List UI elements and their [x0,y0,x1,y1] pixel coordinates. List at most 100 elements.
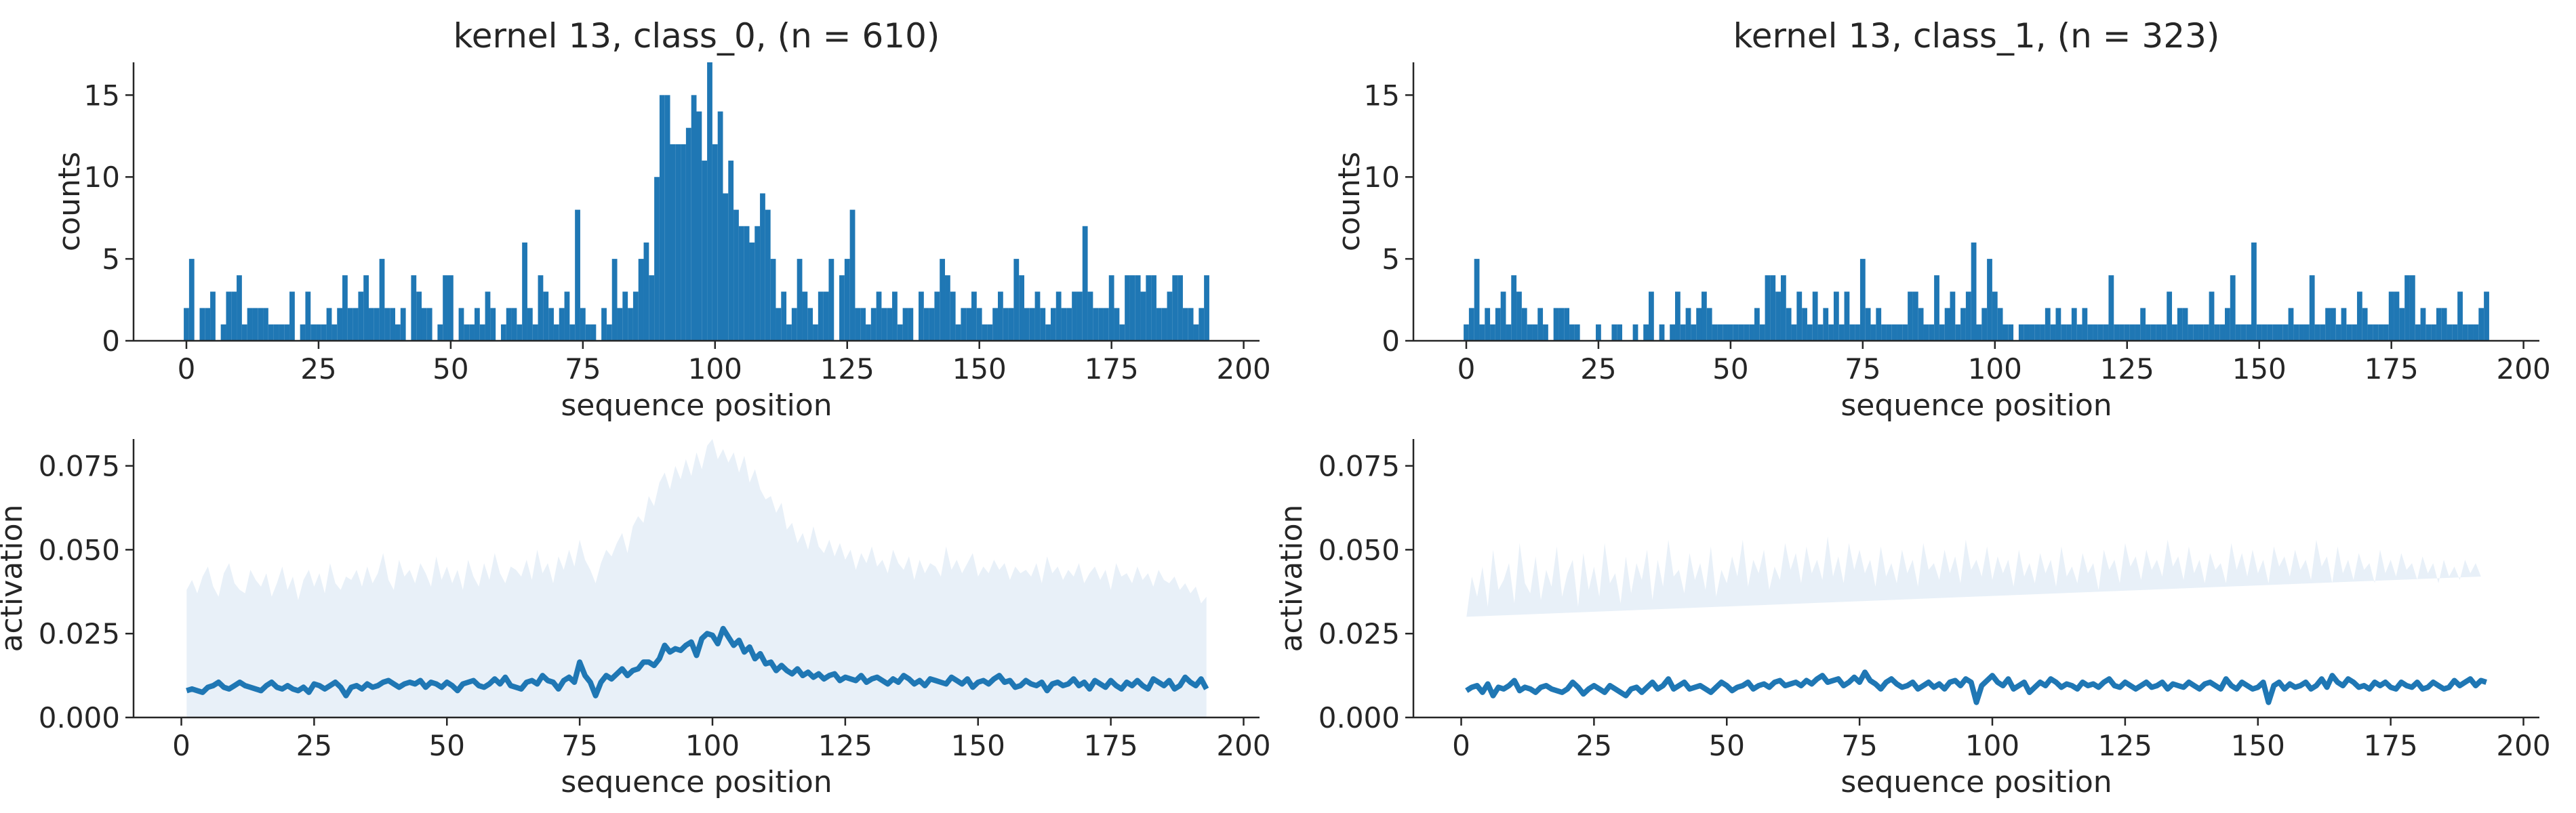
bar [1696,308,1702,341]
bar [316,324,321,341]
bar [300,324,306,341]
bar [961,308,967,341]
bar [1950,291,1956,341]
y-tick-label: 0.050 [39,533,120,566]
bar [2219,324,2226,341]
bar [1008,308,1014,341]
bar [2272,324,2278,341]
bar [1199,308,1205,341]
y-tick-label: 0.075 [1319,450,1400,483]
bar [1881,324,1887,341]
bar [485,291,491,341]
bar [1812,291,1818,341]
bar [1680,324,1686,341]
bar [400,308,406,341]
bar [1532,324,1538,341]
x-axis-label: sequence position [1840,388,2112,423]
bar [2320,324,2326,341]
bar [1765,275,1771,341]
bar [331,324,338,341]
bar [326,308,332,341]
bar [908,308,914,341]
bar [1738,324,1744,341]
x-axis-label: sequence position [561,388,832,423]
bar [664,95,670,341]
bar [337,308,343,341]
bar [379,259,385,341]
bar [1971,242,1977,341]
bar [527,308,533,341]
bar [1066,308,1072,341]
act-class0-panel: 0 25 50 75 100 125 150 175 200 0.000 0.025 0.050 0.0… [0,439,1271,799]
x-tick-label: 150 [951,729,1005,762]
bar [940,259,946,341]
bar [1918,308,1924,341]
bar [1140,291,1146,341]
bar [2003,324,2009,341]
x-tick-label: 50 [1712,352,1748,385]
x-tick-label: 75 [565,352,601,385]
bar [247,308,253,341]
y-tick-label: 10 [1364,161,1400,194]
bar [1495,308,1501,341]
bar [855,308,861,341]
bar [2346,324,2352,341]
bar [1981,308,1988,341]
bar [691,95,697,341]
bar [606,324,612,341]
x-tick-label: 100 [688,352,742,385]
x-tick-label: 50 [1709,729,1745,762]
bar [1019,275,1024,341]
bar [1902,324,1908,341]
bar [532,324,538,341]
bar [897,324,903,341]
bar [1670,324,1676,341]
y-axis-label: counts [1332,152,1367,251]
bar [2282,324,2289,341]
bar [728,161,734,341]
x-tick-label: 125 [2100,352,2154,385]
bar [1876,308,1882,341]
bar [2362,308,2368,341]
bar [997,291,1003,341]
bar [220,324,226,341]
bar [479,324,485,341]
bar [1114,308,1120,341]
bar [738,226,744,341]
x-tick-label: 200 [1216,729,1270,762]
bar [2462,324,2468,341]
bar [2452,324,2458,341]
bar [580,308,586,341]
x-tick-label: 200 [2496,729,2550,762]
bar [1082,226,1088,341]
bar [881,308,887,341]
bar [1093,308,1099,341]
y-tick-label: 0.050 [1319,533,1400,566]
bar [754,226,761,341]
bar [1558,308,1565,341]
bar [987,324,993,341]
bar [2029,324,2035,341]
bar [2388,291,2394,341]
bar [342,275,348,341]
bar [2114,324,2120,341]
bar [2367,324,2373,341]
y-tick-label: 0.000 [39,701,120,734]
bar [2055,308,2061,341]
bar [188,259,195,341]
bar [2167,291,2173,341]
bar [1511,275,1517,341]
bar [1479,324,1485,341]
bar [369,308,374,341]
x-tick-label: 125 [2098,729,2152,762]
bar [363,275,369,341]
y-tick-label: 0.075 [39,450,120,483]
bar [2399,308,2405,341]
bar [1574,324,1580,341]
bar [1617,324,1623,341]
bar [744,226,750,341]
bar [411,275,417,341]
bar [611,259,618,341]
bar [765,209,771,341]
bar [1156,308,1162,341]
